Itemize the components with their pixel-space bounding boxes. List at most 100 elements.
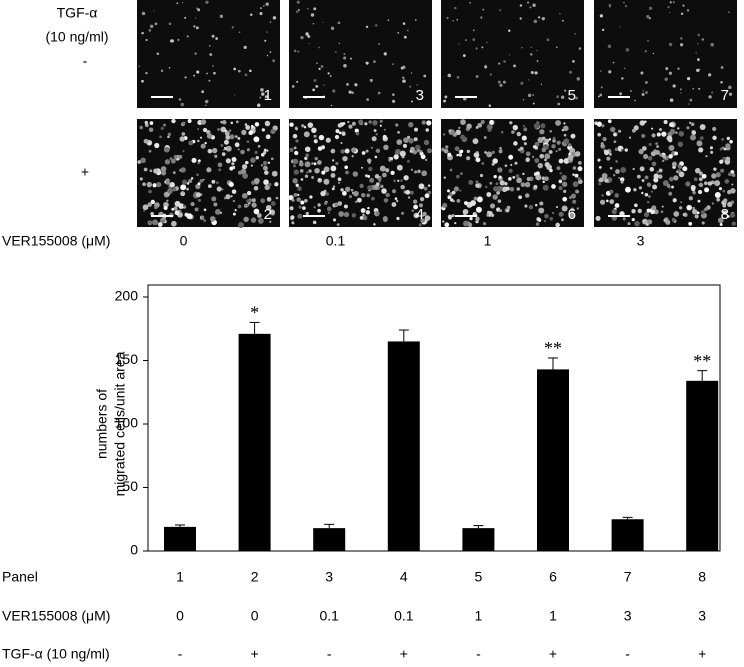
cell: [149, 121, 154, 125]
cell: [656, 132, 661, 137]
cell: [392, 63, 394, 65]
cell: [200, 215, 205, 220]
cell: [307, 122, 314, 128]
cell: [696, 140, 703, 147]
cell: [555, 150, 558, 153]
cell: [139, 177, 143, 181]
cell: [609, 189, 614, 194]
cell: [539, 129, 545, 135]
cell: [254, 150, 258, 154]
cell: [569, 70, 573, 74]
cell: [269, 51, 272, 53]
cell: [425, 158, 428, 162]
cell: [312, 220, 317, 225]
x-tick-label: 2: [251, 569, 259, 585]
cell: [418, 203, 424, 208]
cell: [508, 177, 512, 181]
cell: [260, 198, 266, 204]
cell: [456, 199, 461, 203]
cell: [527, 1, 530, 4]
cell: [725, 143, 731, 149]
cell: [244, 73, 248, 77]
cell: [229, 134, 235, 140]
cell: [720, 81, 723, 84]
cell: [691, 187, 696, 192]
cell: [641, 191, 644, 195]
cell: [377, 91, 381, 95]
cell: [329, 75, 332, 78]
error-bar: [473, 525, 484, 529]
cell: [653, 209, 659, 215]
cell: [410, 100, 413, 103]
cell: [570, 207, 575, 212]
cell: [467, 222, 473, 228]
cell: [262, 165, 268, 171]
bar: [164, 526, 196, 551]
cell: [664, 77, 668, 81]
cell: [701, 221, 705, 225]
cell: [143, 167, 148, 172]
cell: [355, 200, 358, 203]
cell: [648, 142, 652, 146]
cell: [646, 15, 650, 19]
cell: [310, 13, 315, 17]
cell: [676, 170, 679, 173]
cell: [167, 188, 173, 194]
cell: [167, 132, 172, 136]
cell: [600, 86, 603, 89]
cell: [141, 79, 144, 83]
cell: [479, 173, 484, 178]
error-bar: [398, 329, 409, 342]
cell: [682, 4, 685, 7]
cell: [341, 131, 346, 136]
cell: [359, 183, 364, 189]
cell: [216, 181, 219, 185]
cell: [652, 184, 658, 190]
table-cell: -: [476, 646, 481, 662]
cell: [498, 62, 501, 65]
cell: [330, 104, 333, 107]
cell: [533, 123, 540, 129]
cell: [253, 136, 260, 143]
cell: [250, 13, 253, 16]
cell: [522, 99, 525, 101]
cell: [391, 189, 397, 194]
micrograph: [289, 119, 432, 227]
cell: [625, 48, 630, 52]
cell: [385, 192, 390, 198]
cell: [651, 190, 654, 193]
cell: [343, 56, 347, 60]
cell: [705, 155, 708, 158]
cell: [426, 148, 432, 154]
cell: [305, 211, 309, 216]
cell: [678, 171, 685, 178]
cell: [264, 184, 270, 191]
cell: [508, 54, 511, 56]
cell: [489, 181, 493, 185]
cell: [374, 174, 380, 179]
cell: [168, 66, 171, 69]
cell: [246, 140, 250, 143]
cell: [686, 204, 692, 211]
cell: [686, 77, 691, 81]
cell: [378, 42, 381, 46]
cell: [519, 4, 523, 7]
cell: [521, 47, 523, 49]
cell: [638, 148, 644, 155]
cell: [701, 173, 707, 179]
cell: [373, 223, 376, 226]
cell: [402, 76, 405, 79]
cell: [453, 186, 459, 192]
cell: [218, 168, 222, 172]
cell: [152, 219, 159, 226]
cell: [376, 182, 380, 187]
cell: [647, 155, 653, 161]
cell: [368, 166, 373, 172]
cell: [574, 33, 576, 35]
cell: [526, 177, 531, 182]
cell: [139, 125, 143, 130]
table-cell: +: [400, 646, 408, 662]
cell: [641, 133, 646, 139]
cell: [532, 102, 535, 105]
cell: [395, 148, 401, 155]
